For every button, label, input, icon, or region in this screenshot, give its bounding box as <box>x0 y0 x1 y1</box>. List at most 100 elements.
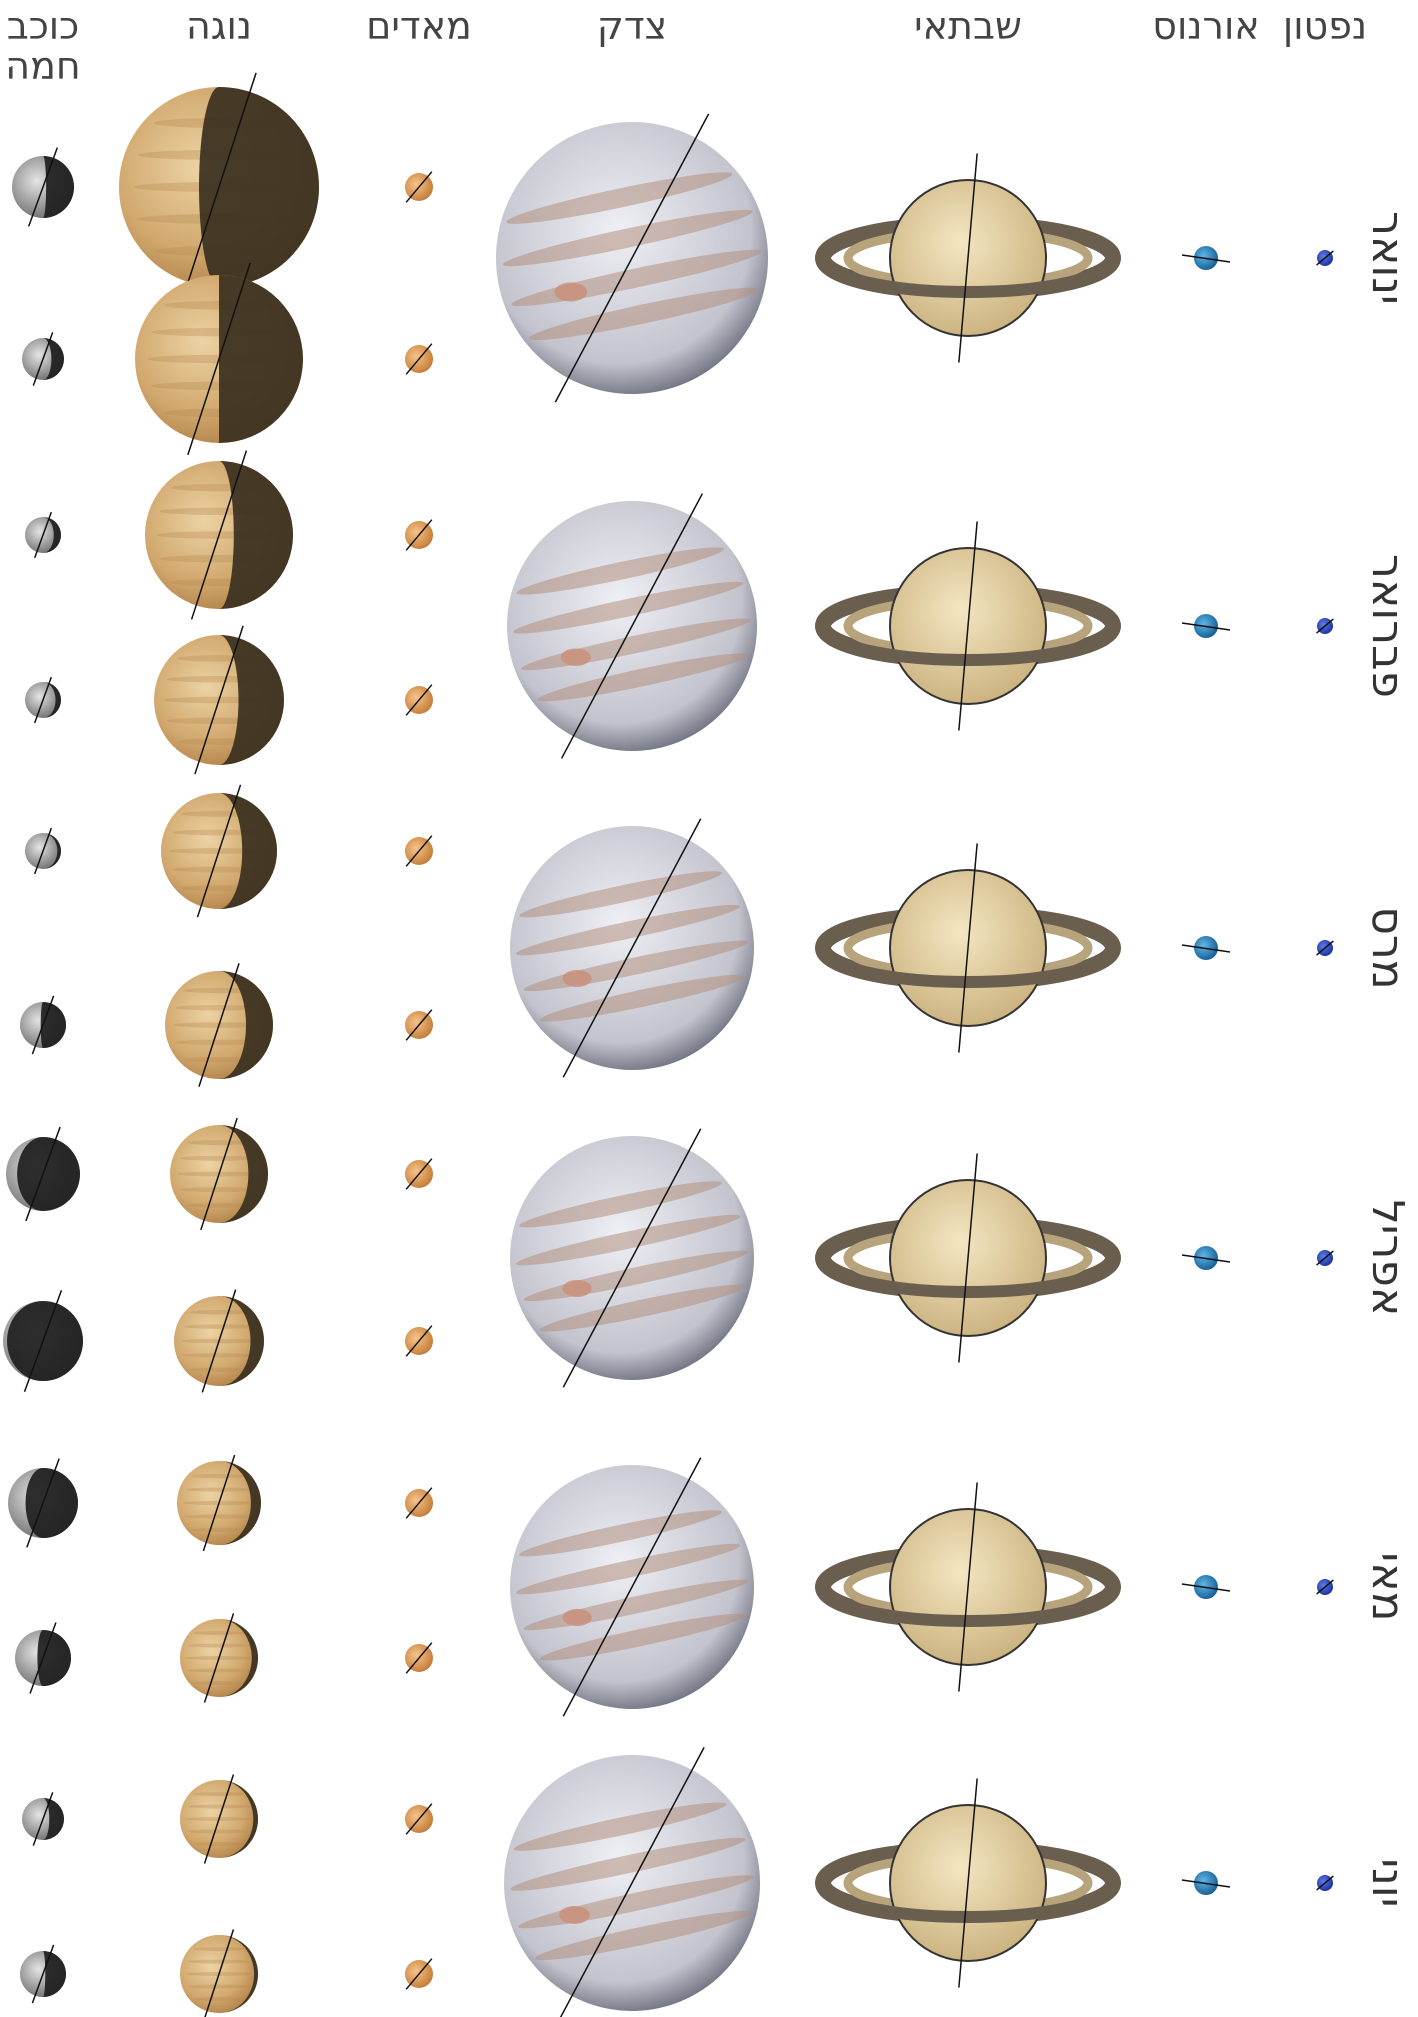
night-side <box>7 1301 83 1381</box>
night-side <box>219 971 273 1079</box>
column-header: שבתאי <box>914 4 1022 48</box>
column-header: צדק <box>596 4 668 48</box>
rotation-axis <box>203 1613 235 1703</box>
rotation-axis <box>1316 940 1334 956</box>
jupiter-band <box>535 1911 752 1961</box>
planet-mercury <box>3 1290 83 1392</box>
rotation-axis <box>958 1153 978 1363</box>
rotation-axis <box>554 113 710 403</box>
planet-mars <box>405 1958 433 1990</box>
planet-mercury <box>8 1458 78 1548</box>
rotation-axis <box>405 835 433 867</box>
planet-mars <box>405 343 433 375</box>
rotation-axis <box>25 1126 61 1222</box>
rotation-axis <box>562 818 702 1078</box>
planet-mars <box>405 1642 433 1674</box>
great-red-spot <box>562 969 592 988</box>
month-label: יוני <box>1362 1858 1413 1908</box>
planet-mercury <box>12 147 74 227</box>
great-red-spot <box>560 648 591 666</box>
planet-venus <box>170 1117 268 1231</box>
column-header: כוכב חמה <box>5 4 81 88</box>
rotation-axis <box>405 1642 433 1674</box>
planet-uranus <box>1181 1871 1231 1895</box>
planet-uranus <box>1181 1575 1231 1599</box>
jupiter-band <box>510 1837 746 1891</box>
venus-band <box>189 1367 249 1373</box>
night-side <box>219 275 303 443</box>
night-side <box>43 156 74 218</box>
rotation-axis <box>27 147 59 227</box>
rotation-axis <box>1181 254 1231 263</box>
night-side <box>43 833 61 869</box>
month-label: אפריל <box>1362 1199 1413 1317</box>
rotation-axis <box>1181 1879 1231 1888</box>
rotation-axis <box>33 511 53 559</box>
planet-venus <box>180 1774 258 1864</box>
column-header: נפטון <box>1282 4 1368 48</box>
venus-band <box>191 1527 247 1532</box>
venus-band <box>185 1487 253 1492</box>
planet-mercury <box>22 332 64 386</box>
venus-band <box>175 1005 263 1011</box>
rotation-axis <box>1316 618 1334 634</box>
rotation-axis <box>1181 1583 1231 1592</box>
planet-mercury <box>6 1126 80 1222</box>
rotation-axis <box>405 1009 433 1041</box>
planet-saturn <box>815 521 1121 731</box>
month-label: מרס <box>1362 906 1413 990</box>
planet-neptune <box>1316 1579 1334 1595</box>
night-side <box>219 793 277 909</box>
jupiter-band <box>539 1613 746 1661</box>
rotation-axis <box>405 1158 433 1190</box>
planet-uranus <box>1181 1246 1231 1270</box>
night-side <box>219 635 284 765</box>
venus-band <box>193 1681 245 1685</box>
planet-venus <box>154 625 284 775</box>
jupiter-band <box>516 1214 741 1266</box>
saturn-ring-front <box>817 625 1119 666</box>
venus-band <box>187 1804 251 1809</box>
night-side <box>43 682 61 718</box>
rotation-axis <box>1316 1579 1334 1595</box>
planet-mercury <box>25 511 61 559</box>
venus-band <box>187 1668 251 1673</box>
rotation-axis <box>562 1128 702 1388</box>
jupiter-band <box>519 1181 722 1228</box>
venus-band <box>183 987 255 994</box>
saturn-ring-front <box>817 1586 1119 1627</box>
rotation-axis <box>958 843 978 1053</box>
planet-saturn <box>815 153 1121 363</box>
rotation-axis <box>203 1774 235 1864</box>
night-side <box>219 1296 264 1386</box>
planet-venus <box>145 450 293 620</box>
night-side <box>219 1619 258 1697</box>
column-header: מאדים <box>366 4 472 48</box>
night-side <box>43 1951 66 1997</box>
rotation-axis <box>1316 1875 1334 1891</box>
venus-band <box>179 1187 259 1193</box>
planet-venus <box>161 784 277 918</box>
rotation-axis <box>23 1290 63 1392</box>
planet-saturn <box>815 1778 1121 1988</box>
planet-mercury <box>22 1792 64 1846</box>
planet-mars <box>405 1487 433 1519</box>
planet-venus <box>165 963 273 1087</box>
planet-neptune <box>1316 1875 1334 1891</box>
rotation-axis <box>958 153 978 363</box>
venus-band <box>193 1792 245 1796</box>
planet-venus <box>180 1613 258 1703</box>
column-header: אורנוס <box>1152 4 1260 48</box>
rotation-axis <box>405 343 433 375</box>
planet-neptune <box>1316 618 1334 634</box>
planet-mercury <box>25 676 61 724</box>
rotation-axis <box>32 332 54 386</box>
rotation-axis <box>1181 944 1231 953</box>
planet-mars <box>405 519 433 551</box>
jupiter-band <box>516 547 725 595</box>
night-side <box>25 1468 78 1538</box>
rotation-axis <box>33 827 53 875</box>
